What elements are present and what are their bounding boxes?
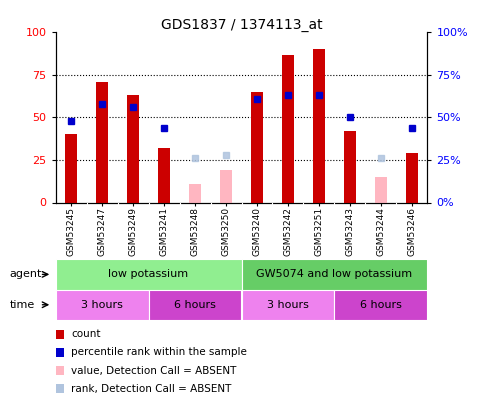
- Text: GDS1837 / 1374113_at: GDS1837 / 1374113_at: [161, 18, 322, 32]
- Bar: [158, 148, 170, 202]
- Bar: [344, 131, 356, 202]
- Bar: [375, 177, 387, 202]
- Text: percentile rank within the sample: percentile rank within the sample: [71, 347, 247, 357]
- Text: count: count: [71, 329, 101, 339]
- Text: time: time: [10, 300, 35, 310]
- Bar: [334, 290, 427, 320]
- Text: 3 hours: 3 hours: [81, 300, 123, 310]
- Text: GW5074 and low potassium: GW5074 and low potassium: [256, 269, 412, 279]
- Bar: [56, 290, 149, 320]
- Bar: [220, 170, 232, 202]
- Bar: [56, 259, 242, 290]
- Bar: [251, 92, 263, 202]
- Bar: [282, 55, 294, 202]
- Bar: [313, 49, 325, 202]
- Text: 6 hours: 6 hours: [360, 300, 402, 310]
- Bar: [96, 82, 108, 202]
- Bar: [242, 290, 334, 320]
- Bar: [189, 184, 201, 202]
- Text: agent: agent: [10, 269, 42, 279]
- Text: value, Detection Call = ABSENT: value, Detection Call = ABSENT: [71, 366, 237, 375]
- Bar: [406, 153, 418, 202]
- Text: rank, Detection Call = ABSENT: rank, Detection Call = ABSENT: [71, 384, 232, 394]
- Text: low potassium: low potassium: [109, 269, 188, 279]
- Bar: [149, 290, 242, 320]
- Bar: [242, 259, 427, 290]
- Text: 3 hours: 3 hours: [267, 300, 309, 310]
- Bar: [127, 95, 139, 202]
- Text: 6 hours: 6 hours: [174, 300, 216, 310]
- Bar: [65, 134, 77, 202]
